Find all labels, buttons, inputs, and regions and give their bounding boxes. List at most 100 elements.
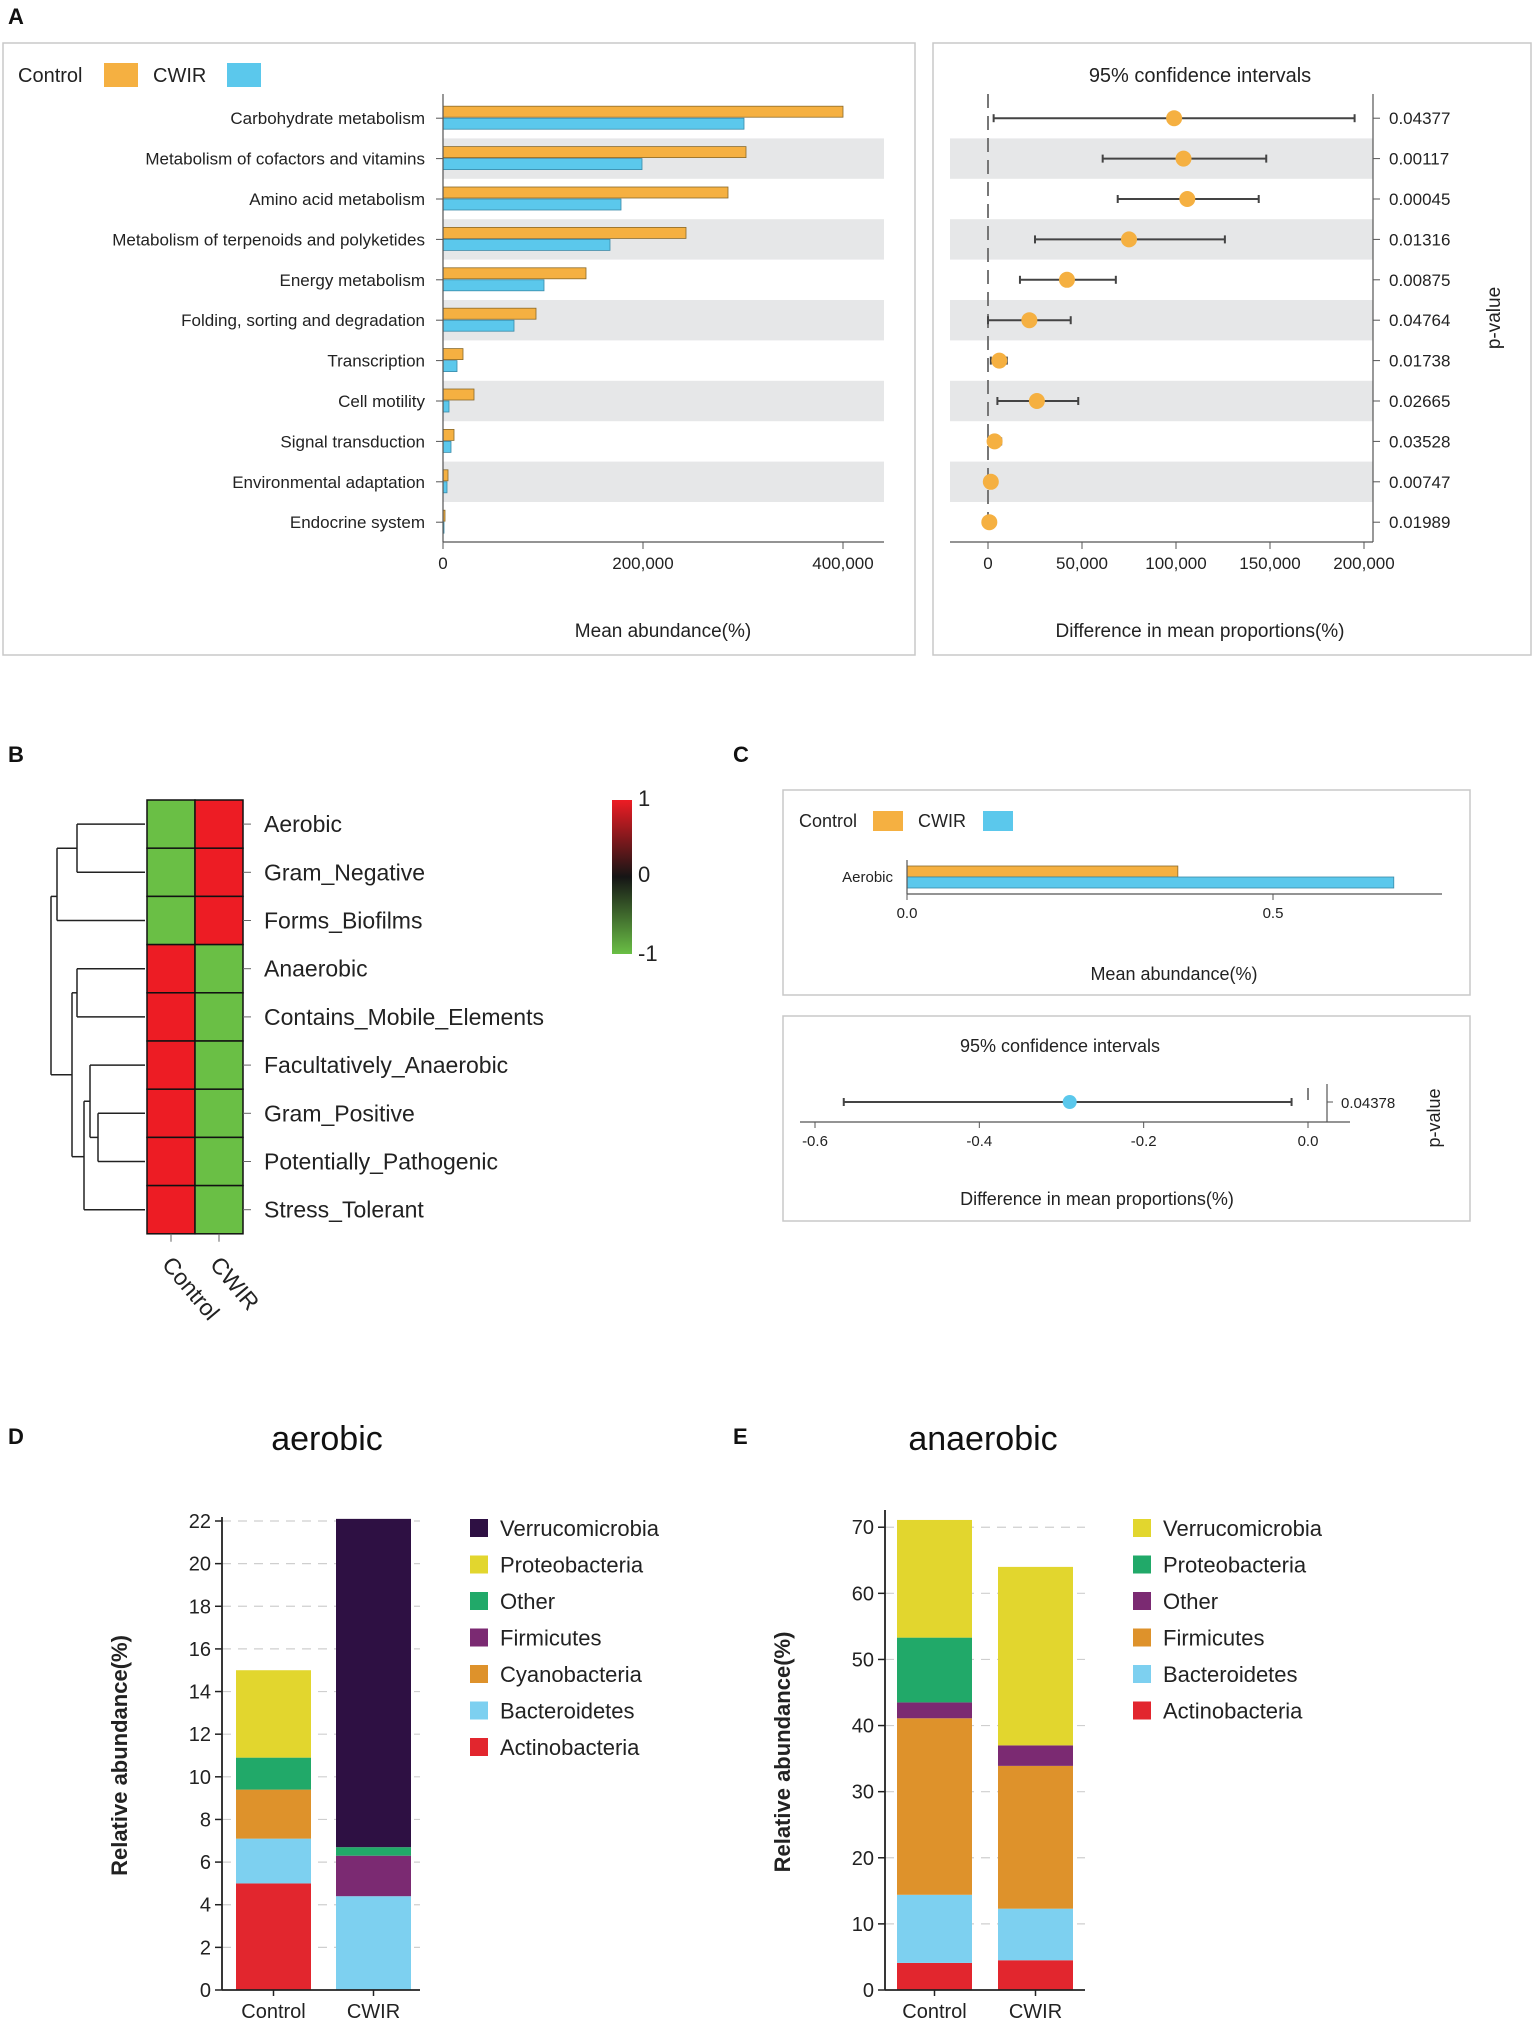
legend-label: Verrucomicrobia [1163,1516,1323,1541]
p-value-label: 0.00875 [1389,271,1450,290]
x-tick-label: 0.5 [1263,905,1284,922]
legend-label: Bacteroidetes [500,1699,635,1724]
ci-title: 95% confidence intervals [1089,65,1311,87]
p-value-label: 0.00045 [1389,190,1450,209]
y-tick-label: 22 [189,1511,211,1533]
legend-control-swatch [104,63,138,87]
x-tick-label: 100,000 [1145,554,1206,573]
stack-segment [236,1670,311,1758]
heat-cell [194,1184,244,1235]
category-label: Amino acid metabolism [249,190,425,209]
x-tick-label: 150,000 [1239,554,1300,573]
bar-control [442,105,844,118]
legend-swatch [470,1592,488,1610]
bar-cwir [442,440,452,453]
category-label: Transcription [327,352,425,371]
y-axis-title: Relative abundance(%) [770,1632,795,1873]
ci-point [986,433,1003,450]
ci-point [981,514,998,531]
stack-segment [897,1962,972,1990]
y-axis-title: p-value [1484,287,1505,349]
heat-cell [194,1040,244,1090]
y-tick-label: 12 [189,1724,211,1746]
colorbar-tick-label: 0 [638,862,650,887]
bar-control [906,865,1179,878]
chart-title: anaerobic [908,1420,1057,1458]
ci-point [1175,150,1192,167]
heat-cell [194,895,244,946]
p-value-label: 0.03528 [1389,432,1450,451]
bar-control [442,348,464,361]
stack-segment [236,1838,311,1884]
legend-label: Proteobacteria [500,1553,644,1578]
category-label: Endocrine system [290,513,425,532]
legend-swatch [470,1665,488,1683]
p-value-label: 0.01989 [1389,513,1450,532]
category-label: Cell motility [338,392,425,411]
bar-control [442,428,455,441]
category-label: Folding, sorting and degradation [181,311,425,330]
heat-cell [146,799,196,849]
legend-control-label: Control [799,811,857,831]
y-tick-label: 60 [852,1583,874,1605]
bar-control [442,146,747,159]
ci-point [1121,231,1137,248]
category-label: Environmental adaptation [232,473,425,492]
heat-cell [194,847,244,898]
x-tick-label: Control [241,2001,305,2023]
bar-cwir [442,400,450,413]
p-value-label: 0.04377 [1389,109,1450,128]
y-tick-label: 8 [200,1809,211,1831]
x-axis-title: Mean abundance(%) [1090,964,1257,984]
p-value-label: 0.04764 [1389,311,1450,330]
stack-segment [236,1789,311,1839]
y-tick-label: 40 [852,1716,874,1738]
y-axis-title: p-value [1424,1088,1444,1147]
category-label: Signal transduction [280,432,425,451]
x-tick-label: Control [902,2001,966,2023]
heat-cell [146,1136,196,1187]
bar-cwir [442,279,545,292]
stack-segment [236,1883,311,1990]
legend-swatch [1133,1555,1151,1574]
row-stripe [443,461,884,502]
x-tick-label: 0.0 [897,905,918,922]
row-label: Stress_Tolerant [264,1197,424,1223]
legend-label: Proteobacteria [1163,1553,1307,1578]
stack-segment [998,1745,1073,1766]
x-tick-label: CWIR [1009,2001,1062,2023]
heat-cell [146,1184,196,1235]
panel-label-a: A [8,4,24,29]
x-axis-title: Mean abundance(%) [575,621,751,642]
x-tick-label: -0.6 [802,1133,828,1150]
heat-cell [194,943,244,994]
panel-a-ci-frame [932,42,1532,656]
y-tick-label: 2 [200,1937,211,1959]
bar-control [442,469,449,482]
row-label: Potentially_Pathogenic [264,1149,498,1175]
stack-segment [998,1566,1073,1746]
p-value-label: 0.01738 [1389,352,1450,371]
y-tick-label: 70 [852,1517,874,1539]
chart-title: aerobic [271,1420,383,1458]
legend-cwir-label: CWIR [153,65,206,87]
bar-control [442,267,587,280]
y-tick-label: 20 [189,1554,211,1576]
panel-c-ci-frame [782,1015,1471,1222]
panel-c-bar-chart: Control CWIR Aerobic 0.0 0.5 Mean abundance(%… [782,789,1471,996]
p-value-label: 0.00117 [1389,150,1449,169]
stack-segment [897,1519,972,1638]
panel-d-stacked-bar: aerobic 0 2 4 6 8 10 12 14 16 18 20 22 Control CWIR Rel… [107,1420,660,2023]
bar-cwir [442,117,745,130]
x-axis-title: Difference in mean proportions(%) [960,1189,1234,1209]
colorbar-tick-label: 1 [638,786,650,811]
x-tick-label: -0.2 [1131,1133,1157,1150]
legend-control-label: Control [18,65,82,87]
legend-swatch [470,1738,488,1756]
row-stripe [950,461,1373,502]
colorbar [612,800,632,954]
row-label: Gram_Positive [264,1100,415,1126]
x-tick-label: 50,000 [1056,554,1108,573]
row-label: Gram_Negative [264,859,425,885]
legend-label: Firmicutes [1163,1626,1264,1651]
